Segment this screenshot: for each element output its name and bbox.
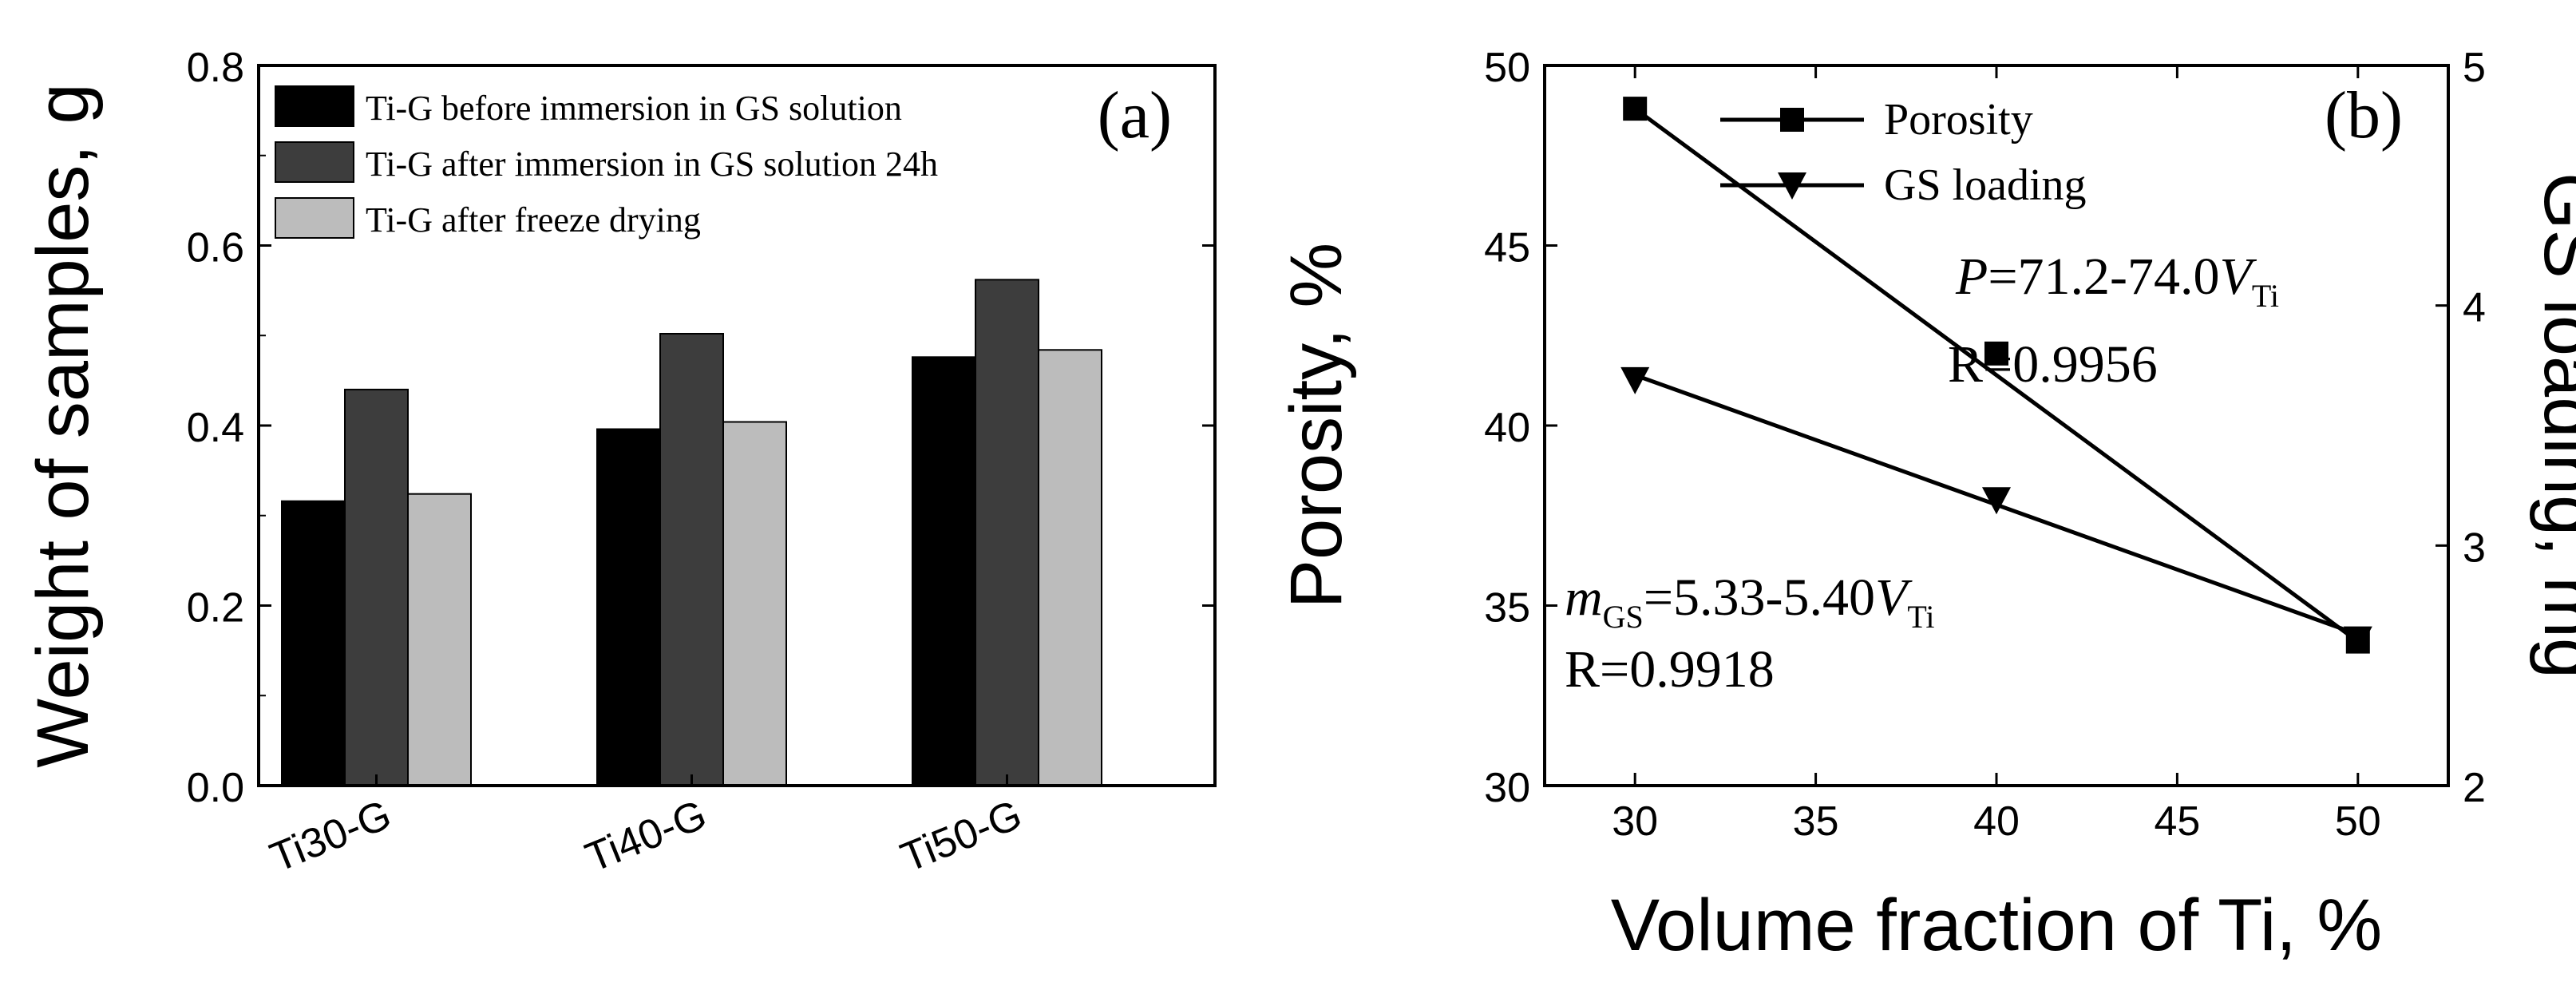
point-gs-loading-50 [2343,626,2372,654]
bar-ti40-g-series-2 [659,332,724,786]
legend-swatch-after-immersion [275,141,354,183]
bar-ti50-g-series-2 [975,279,1039,787]
legend-label-freeze-drying: Ti-G after freeze drying [366,200,701,240]
x-tick-label-40: 40 [1973,798,2020,845]
gs-fit-r: R=0.9918 [1565,640,1775,699]
legend-b: Porosity GS loading [1720,95,2087,210]
y-axis-label-a: Weight of samples, g [22,83,104,767]
eq-gs-lhs: m [1565,568,1603,627]
panel-label-b: (b) [2325,78,2403,152]
x-tick-label-35: 35 [1793,798,1839,845]
x-axis-label-b: Volume fraction of Ti, % [1611,885,2382,966]
point-porosity-30 [1623,97,1648,121]
right-y-tick-label-4: 4 [2463,285,2486,331]
left-y-tick-label-50: 50 [1484,45,1530,91]
left-y-tick-label-35: 35 [1484,585,1530,632]
y-tick-label-0-2: 0.2 [187,585,244,632]
left-y-tick-label-30: 30 [1484,765,1530,811]
bar-ti50-g-series-1 [912,356,976,786]
bar-ti30-g-series-2 [344,388,409,786]
left-y-axis-ticks-b: 30 35 40 45 50 [1484,45,1557,811]
x-axis-ticks-b: 30 35 40 45 50 [1612,65,2381,845]
left-y-tick-label-45: 45 [1484,225,1530,271]
right-y-axis-ticks-b: 2 3 4 5 [2436,45,2486,811]
legend-label-porosity: Porosity [1884,95,2033,145]
eq-gs-var: V [1875,568,1913,627]
legend-swatch-before-immersion [275,85,354,127]
legend-label-before-immersion: Ti-G before immersion in GS solution [366,89,902,128]
eq-p-var: V [2220,247,2257,306]
point-gs-loading-40 [1982,487,2011,515]
porosity-fit-r: R=0.9956 [1948,335,2158,394]
eq-p-lhs: P [1955,247,1988,306]
y-tick-label-0-4: 0.4 [187,405,244,451]
right-y-tick-label-5: 5 [2463,45,2486,91]
legend-label-gs-loading: GS loading [1884,160,2087,210]
bar-ti50-g-series-3 [1038,349,1102,787]
x-tick-label-50: 50 [2335,798,2381,845]
x-tick-label-30: 30 [1612,798,1658,845]
eq-p-sub: Ti [2252,278,2279,314]
legend-marker-triangle [1778,172,1806,200]
right-y-tick-label-2: 2 [2463,765,2486,811]
left-y-tick-label-40: 40 [1484,405,1530,451]
bar-ti30-g-series-1 [281,500,346,787]
bar-ti30-g-series-3 [407,493,472,786]
y2-axis-label-b: GS loading, mg [2529,172,2576,679]
x-tick-label-45: 45 [2154,798,2200,845]
legend-swatch-freeze-drying [275,197,354,239]
bar-ti40-g-series-3 [722,421,787,786]
eq-gs-lhs-sub: GS [1603,599,1644,635]
y-axis-label-b: Porosity, % [1276,243,1357,608]
series-markers-b [1620,97,2372,654]
eq-p-mid: =71.2-74.0 [1988,247,2219,306]
point-gs-loading-30 [1620,366,1650,394]
eq-gs-mid: =5.33-5.40 [1644,568,1875,627]
bars-group [281,279,1102,787]
right-y-tick-label-3: 3 [2463,525,2486,571]
y-axis-ticks-a: 0.0 0.2 0.4 0.6 0.8 [187,45,1215,811]
y-tick-label-0-0: 0.0 [187,765,244,811]
panel-label-a: (a) [1098,78,1172,152]
fit-line-porosity [1633,107,2360,643]
eq-gs-sub: Ti [1907,599,1934,635]
point-porosity-40 [1984,341,2008,366]
porosity-fit-equation: P=71.2-74.0VTi [1955,247,2279,314]
legend-label-after-immersion: Ti-G after immersion in GS solution 24h [366,145,938,184]
gs-fit-equation: mGS=5.33-5.40VTi [1565,568,1934,635]
legend-a: Ti-G before immersion in GS solution Ti-… [275,85,938,240]
bar-ti40-g-series-1 [596,428,661,786]
y-tick-label-0-8: 0.8 [187,45,244,91]
legend-marker-square [1780,108,1804,132]
y-tick-label-0-6: 0.6 [187,225,244,271]
